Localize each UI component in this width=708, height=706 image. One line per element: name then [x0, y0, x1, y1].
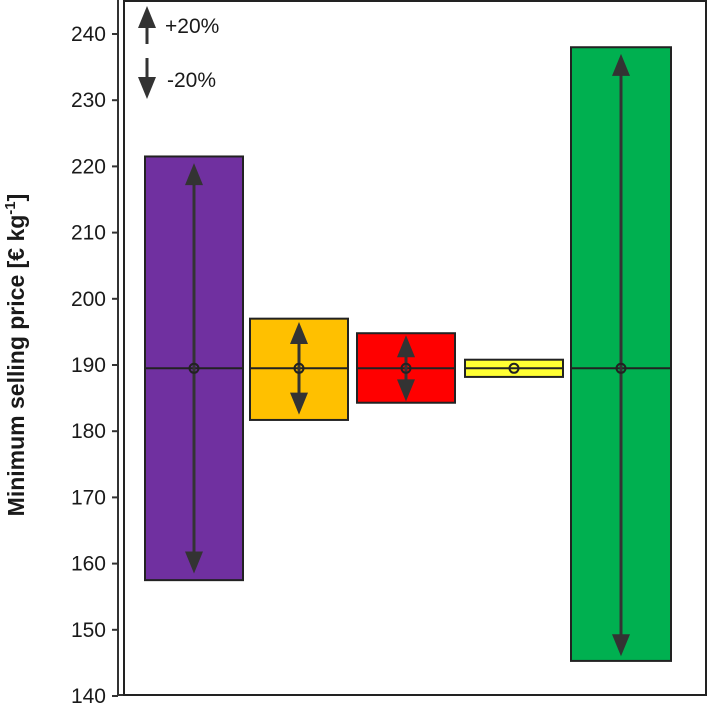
up-arrowhead: [185, 163, 203, 186]
y-tick-label: 240: [71, 23, 106, 46]
y-tick-label: 170: [71, 486, 106, 509]
baseline-marker: [400, 362, 412, 374]
legend: +20% -20%: [138, 6, 219, 99]
y-axis-label-close: ]: [3, 194, 29, 202]
y-tick-label: 220: [71, 155, 106, 178]
down-arrowhead: [185, 551, 203, 574]
y-tick-label: 160: [71, 553, 106, 576]
up-arrowhead: [612, 53, 630, 76]
y-tick-label: 150: [71, 619, 106, 642]
legend-label-down: -20%: [167, 69, 216, 92]
down-arrowhead: [138, 77, 156, 99]
y-tick-label: 230: [71, 89, 106, 112]
sensitivity-bar: [144, 155, 244, 582]
plot-frame: [123, 0, 707, 696]
y-tick-label: 200: [71, 288, 106, 311]
y-tick-label: 210: [71, 222, 106, 245]
down-arrowhead: [397, 379, 415, 402]
y-tick-label: 140: [71, 685, 106, 706]
sensitivity-bar: [464, 358, 564, 378]
y-axis-label-main: Minimum selling price [€ kg: [3, 215, 29, 517]
legend-label-up: +20%: [165, 15, 219, 38]
down-arrowhead: [290, 392, 308, 415]
up-arrowhead: [290, 321, 308, 344]
baseline-marker: [188, 362, 200, 374]
y-axis-label-sup: -1: [2, 201, 19, 214]
up-arrowhead: [397, 335, 415, 358]
down-arrowhead: [612, 634, 630, 657]
sensitivity-bar: [570, 46, 672, 662]
sensitivity-bar: [249, 317, 349, 421]
y-axis: 140 150 160 170 180 190 200 210 220 230 240: [71, 0, 124, 706]
y-axis-label: Minimum selling price [€ kg-1]: [2, 194, 29, 517]
baseline-marker: [293, 362, 305, 374]
baseline-marker: [615, 362, 627, 374]
up-arrowhead: [138, 6, 156, 28]
y-tick-label: 180: [71, 420, 106, 443]
sensitivity-bar: [356, 332, 456, 404]
y-tick-label: 190: [71, 354, 106, 377]
baseline-marker: [508, 362, 520, 374]
bars: [144, 46, 672, 662]
